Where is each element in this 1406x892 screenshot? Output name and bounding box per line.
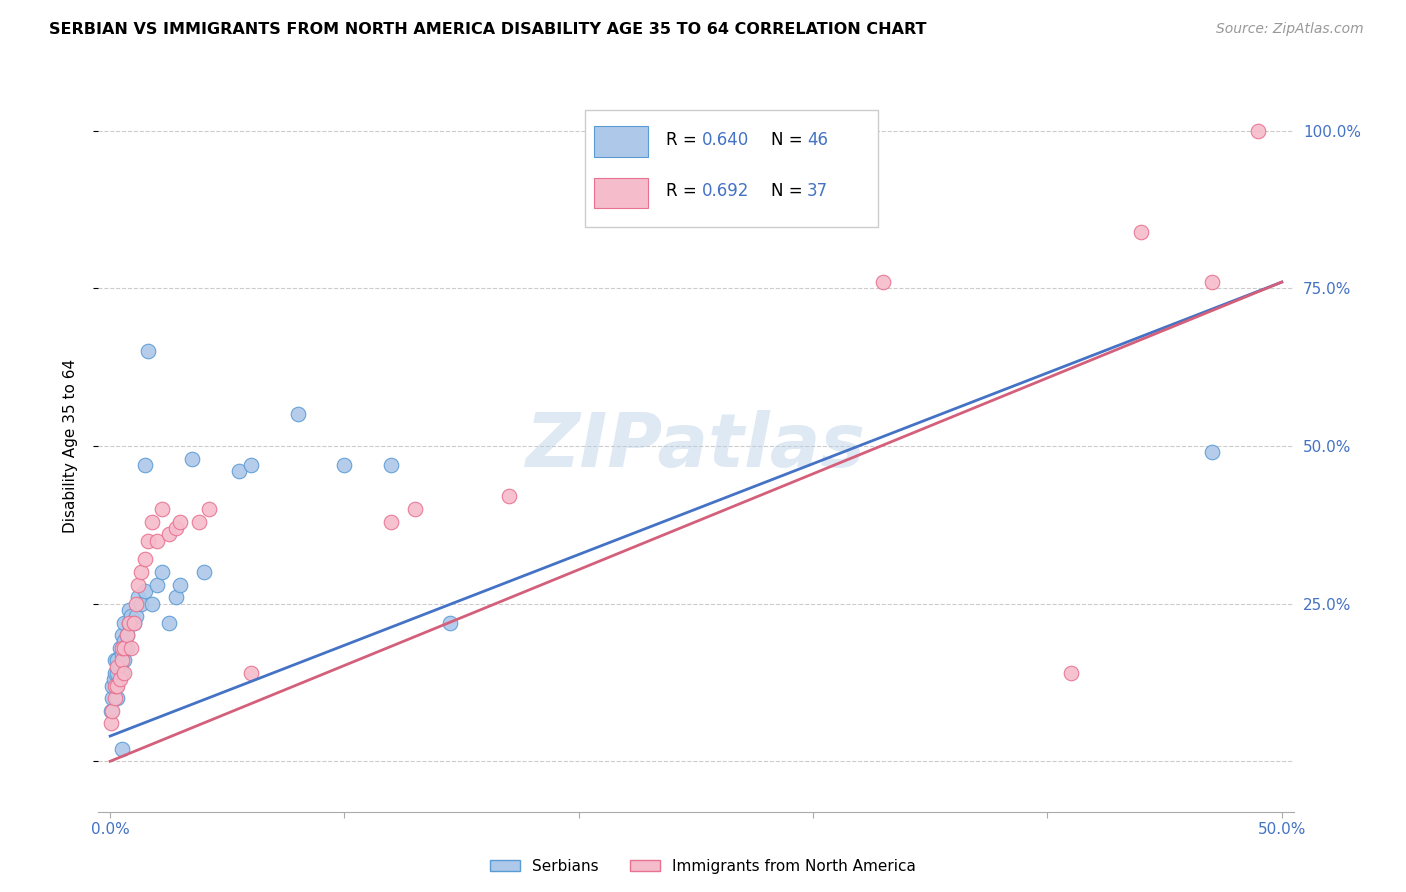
Text: 46: 46 — [807, 130, 828, 149]
Point — [108, 659, 131, 673]
Point — [439, 615, 461, 630]
Point — [287, 408, 309, 422]
Point — [105, 653, 128, 667]
Point — [122, 615, 145, 630]
Point — [118, 615, 141, 630]
Point — [146, 533, 169, 548]
Point — [127, 578, 149, 592]
Point — [1247, 124, 1270, 138]
FancyBboxPatch shape — [595, 178, 648, 209]
Point — [239, 665, 262, 680]
Y-axis label: Disability Age 35 to 64: Disability Age 35 to 64 — [63, 359, 77, 533]
Point — [498, 490, 520, 504]
Text: R =: R = — [666, 130, 702, 149]
Text: 0.640: 0.640 — [702, 130, 749, 149]
Point — [111, 741, 134, 756]
Point — [105, 679, 128, 693]
Legend: Serbians, Immigrants from North America: Serbians, Immigrants from North America — [484, 853, 922, 880]
Point — [111, 647, 134, 661]
Point — [108, 640, 131, 655]
Point — [111, 653, 134, 667]
Point — [150, 502, 173, 516]
Point — [136, 533, 159, 548]
FancyBboxPatch shape — [595, 127, 648, 157]
Text: 0.692: 0.692 — [702, 182, 749, 200]
Point — [165, 521, 187, 535]
Point — [112, 653, 135, 667]
Point — [380, 515, 402, 529]
Point — [181, 451, 204, 466]
Point — [134, 584, 156, 599]
Text: N =: N = — [772, 130, 808, 149]
Text: 37: 37 — [807, 182, 828, 200]
Point — [127, 591, 149, 605]
Point — [105, 659, 128, 673]
Point — [404, 502, 426, 516]
Text: SERBIAN VS IMMIGRANTS FROM NORTH AMERICA DISABILITY AGE 35 TO 64 CORRELATION CHA: SERBIAN VS IMMIGRANTS FROM NORTH AMERICA… — [49, 22, 927, 37]
Point — [150, 565, 173, 579]
Point — [120, 640, 142, 655]
Text: Source: ZipAtlas.com: Source: ZipAtlas.com — [1216, 22, 1364, 37]
Point — [103, 673, 125, 687]
Point — [129, 565, 152, 579]
Point — [115, 628, 138, 642]
Point — [112, 640, 135, 655]
Point — [105, 679, 128, 693]
Point — [125, 597, 148, 611]
Point — [125, 609, 148, 624]
Point — [101, 679, 124, 693]
Point — [104, 691, 127, 706]
Point — [108, 673, 131, 687]
Point — [1130, 225, 1153, 239]
FancyBboxPatch shape — [585, 110, 877, 227]
Point — [118, 615, 141, 630]
Point — [141, 597, 163, 611]
Point — [1201, 275, 1223, 289]
Point — [105, 691, 128, 706]
Point — [197, 502, 219, 516]
Point — [134, 552, 156, 566]
Point — [141, 515, 163, 529]
Text: N =: N = — [772, 182, 808, 200]
Point — [100, 704, 122, 718]
Point — [104, 653, 127, 667]
Point — [111, 628, 134, 642]
Point — [188, 515, 211, 529]
Point — [120, 609, 142, 624]
Point — [104, 679, 127, 693]
Point — [101, 704, 124, 718]
Point — [105, 665, 128, 680]
Point — [380, 458, 402, 472]
Point — [157, 615, 180, 630]
Point — [169, 515, 191, 529]
Point — [872, 275, 894, 289]
Point — [104, 665, 127, 680]
Point — [112, 665, 135, 680]
Point — [333, 458, 356, 472]
Point — [146, 578, 169, 592]
Point — [111, 665, 134, 680]
Point — [136, 344, 159, 359]
Point — [1201, 445, 1223, 459]
Point — [111, 640, 134, 655]
Point — [115, 628, 138, 642]
Point — [228, 464, 250, 478]
Point — [115, 640, 138, 655]
Text: R =: R = — [666, 182, 702, 200]
Point — [169, 578, 191, 592]
Point — [112, 634, 135, 648]
Text: ZIPatlas: ZIPatlas — [526, 409, 866, 483]
Point — [112, 615, 135, 630]
Point — [101, 691, 124, 706]
Point — [122, 615, 145, 630]
Point — [157, 527, 180, 541]
Point — [193, 565, 215, 579]
Point — [1060, 665, 1083, 680]
Point — [165, 591, 187, 605]
Point — [134, 458, 156, 472]
Point — [118, 603, 141, 617]
Point — [100, 716, 122, 731]
Point — [129, 597, 152, 611]
Point — [239, 458, 262, 472]
